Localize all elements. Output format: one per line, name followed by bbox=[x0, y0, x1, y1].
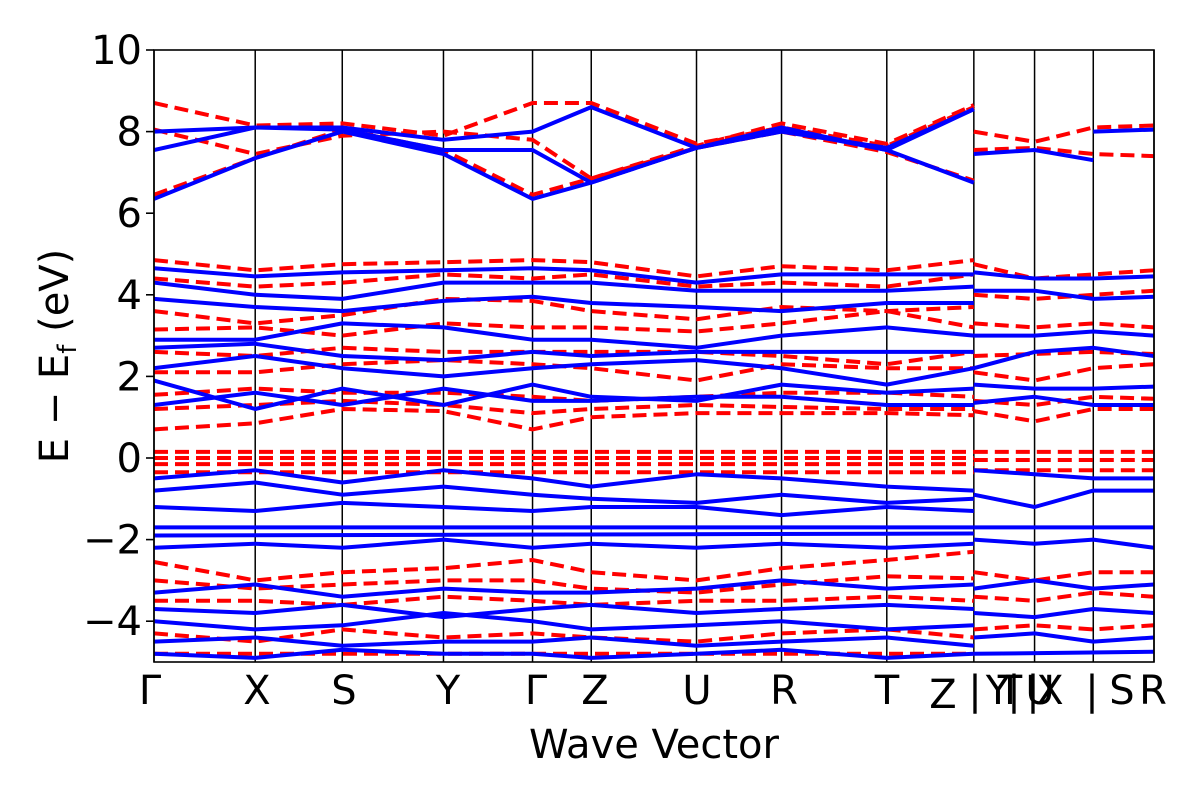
solid-band-20 bbox=[154, 635, 974, 648]
solid-band-8 bbox=[154, 354, 975, 387]
dashed-band-16 bbox=[154, 549, 974, 583]
solid-band-29 bbox=[973, 394, 1154, 407]
solid-band-11 bbox=[154, 468, 974, 493]
solid-band-25 bbox=[973, 288, 1154, 301]
x-tick-label: Z bbox=[581, 668, 608, 714]
solid-band-28 bbox=[973, 382, 1154, 391]
y-tick-label: 4 bbox=[117, 273, 142, 319]
x-tick-label: Y bbox=[435, 668, 461, 714]
x-tick-label: S bbox=[331, 668, 356, 714]
y-axis-title: E − Ef (eV) bbox=[32, 249, 83, 464]
solid-band-12 bbox=[154, 480, 974, 505]
y-axis-title-subscript: f bbox=[53, 344, 83, 354]
x-axis-ticks: Γ X S Y Γ Z U R T Z | Y|T U|X S| R bbox=[139, 668, 1167, 718]
y-axis-ticks: 10 8 6 4 2 0 −2 −4 bbox=[83, 28, 154, 645]
y-tick-label: −2 bbox=[83, 518, 142, 564]
x-tick-label: | bbox=[1085, 668, 1098, 714]
solid-band-16 bbox=[154, 537, 974, 550]
solid-band-18 bbox=[154, 602, 974, 620]
dashed-band-17 bbox=[154, 574, 974, 595]
solid-band-22 bbox=[973, 148, 1094, 163]
dashed-band-11 bbox=[154, 407, 974, 432]
solid-band-15 bbox=[154, 531, 974, 538]
y-axis-title-unit: (eV) bbox=[32, 249, 78, 345]
dashed-band-22 bbox=[973, 145, 1154, 159]
y-tick-label: 6 bbox=[117, 191, 142, 237]
x-tick-label: R bbox=[770, 668, 798, 714]
solid-band-24 bbox=[973, 270, 1154, 281]
x-tick-label: R bbox=[1139, 668, 1167, 714]
y-tick-label: −4 bbox=[83, 599, 142, 645]
x-tick-label: T bbox=[874, 668, 900, 714]
x-tick-label: S bbox=[1109, 668, 1134, 714]
dashed-band-9 bbox=[154, 386, 974, 403]
x-tick-label: | bbox=[1007, 668, 1020, 714]
x-tick-label: T bbox=[997, 668, 1023, 714]
dashed-band-4 bbox=[154, 272, 975, 289]
dashed-band-34 bbox=[973, 590, 1154, 603]
dashed-band-27 bbox=[973, 362, 1154, 383]
solid-band-21 bbox=[154, 647, 974, 660]
solid-band-23 bbox=[1093, 127, 1154, 134]
solid-band-37 bbox=[973, 649, 1154, 656]
dashed-band-35 bbox=[973, 623, 1154, 632]
dashed-band-19 bbox=[154, 627, 974, 644]
solid-band-17 bbox=[154, 578, 974, 599]
x-tick-label: U bbox=[682, 668, 711, 714]
y-tick-label: 0 bbox=[117, 436, 142, 482]
dashed-band-7 bbox=[154, 345, 975, 367]
solid-band-6 bbox=[154, 321, 974, 350]
dashed-band-18 bbox=[154, 594, 974, 607]
x-axis-title: Wave Vector bbox=[529, 722, 780, 768]
x-tick-label: U bbox=[1025, 668, 1054, 714]
dashed-band-24 bbox=[973, 288, 1154, 301]
solid-band-27 bbox=[973, 345, 1154, 371]
dashed-band-6 bbox=[154, 309, 975, 338]
dashed-band-3 bbox=[154, 258, 975, 279]
x-tick-label: Γ bbox=[525, 668, 548, 714]
x-tick-label: X bbox=[1036, 668, 1063, 714]
solid-band-13 bbox=[154, 500, 974, 518]
solid-band-34 bbox=[973, 578, 1154, 591]
y-axis-title-main: E − E bbox=[32, 354, 78, 464]
solid-band-2 bbox=[154, 105, 975, 150]
solid-band-31 bbox=[973, 488, 1154, 509]
dashed-band-33 bbox=[973, 570, 1154, 583]
solid-band-33 bbox=[973, 537, 1154, 550]
dashed-band-29 bbox=[973, 407, 1154, 424]
solid-band-4 bbox=[154, 280, 974, 301]
solid-band-26 bbox=[973, 329, 1154, 338]
solid-band-19 bbox=[154, 611, 974, 632]
x-tick-label: | bbox=[1026, 668, 1039, 714]
solid-band-3 bbox=[154, 266, 974, 285]
x-tick-label: Γ bbox=[139, 668, 162, 714]
solid-band-7 bbox=[154, 341, 974, 363]
solid-band-10 bbox=[154, 386, 974, 407]
dashed-band-21 bbox=[973, 123, 1154, 144]
solid-band-35 bbox=[973, 607, 1154, 620]
band-series bbox=[154, 101, 1154, 660]
dashed-band-10 bbox=[154, 398, 974, 416]
x-tick-label: | bbox=[968, 668, 981, 714]
solid-band-30 bbox=[973, 468, 1154, 481]
dashed-band-23 bbox=[973, 262, 1154, 281]
dashed-band-1 bbox=[154, 101, 975, 148]
y-tick-label: 8 bbox=[117, 110, 142, 156]
dashed-band-25 bbox=[973, 321, 1154, 330]
x-tick-label: Y bbox=[985, 668, 1011, 714]
solid-band-36 bbox=[973, 631, 1154, 644]
solid-band-5 bbox=[154, 294, 974, 314]
y-tick-label: 10 bbox=[91, 28, 142, 74]
x-tick-label: Z bbox=[929, 672, 956, 718]
y-tick-label: 2 bbox=[117, 354, 142, 400]
x-tick-label: X bbox=[243, 668, 270, 714]
plot-frame bbox=[153, 49, 1155, 663]
